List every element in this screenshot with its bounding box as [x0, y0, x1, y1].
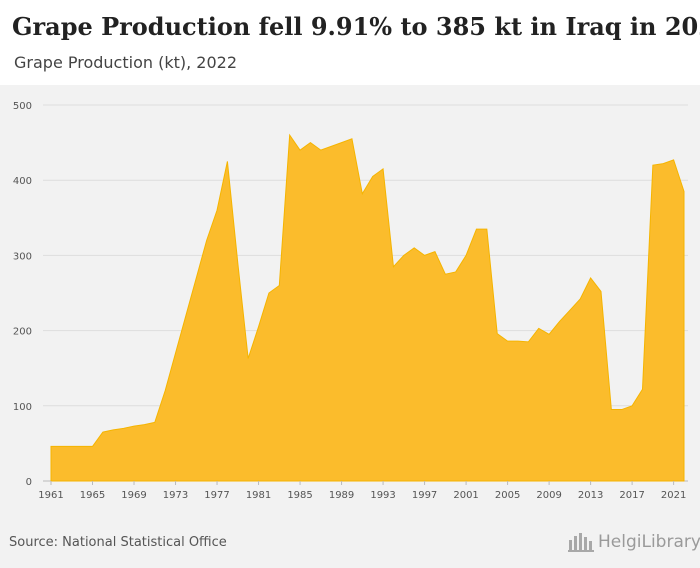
data-point-1991 [360, 192, 364, 196]
data-point-2011 [568, 308, 572, 312]
x-tick-label: 1977 [204, 490, 229, 501]
data-point-1981 [257, 325, 261, 329]
x-tick-label: 1989 [329, 490, 354, 501]
data-point-1970 [142, 423, 146, 427]
data-point-2012 [578, 297, 582, 301]
data-point-1995 [402, 253, 406, 257]
data-point-1999 [443, 272, 447, 276]
data-point-1979 [236, 261, 240, 265]
x-tick-label: 2021 [661, 490, 686, 501]
data-point-1966 [101, 430, 105, 434]
x-tick-label: 2009 [536, 490, 561, 501]
x-tick-label: 1961 [38, 490, 63, 501]
y-axis-labels: 0 100 200 300 400 500 [13, 101, 32, 488]
y-tick-label: 100 [13, 402, 32, 413]
source-note: Source: National Statistical Office [9, 535, 227, 550]
x-tick-label: 2005 [495, 490, 520, 501]
data-point-1975 [194, 276, 198, 280]
logo-text: HelgiLibrary [598, 532, 700, 552]
helgi-library-logo: HelgiLibrary [568, 532, 700, 552]
data-point-1963 [70, 444, 74, 448]
data-point-1964 [80, 444, 84, 448]
x-tick-label: 2013 [578, 490, 603, 501]
header: Grape Production fell 9.91% to 385 kt in… [0, 0, 700, 85]
x-tick-label: 1997 [412, 490, 437, 501]
y-tick-label: 300 [13, 251, 32, 262]
data-point-1976 [205, 238, 209, 242]
data-point-2019 [651, 163, 655, 167]
data-point-2001 [464, 253, 468, 257]
chart: 0 100 200 300 400 500 1961 1965 1969 1973 1977 198… [13, 101, 688, 501]
x-axis-labels: 1961 1965 1969 1973 1977 1981 1985 1989 1993 1997… [38, 481, 686, 501]
data-point-1978 [225, 159, 229, 163]
y-tick-label: 500 [13, 101, 32, 112]
data-point-2004 [495, 332, 499, 336]
data-point-1972 [163, 389, 167, 393]
data-point-2016 [620, 408, 624, 412]
data-point-2008 [537, 326, 541, 330]
data-point-2021 [672, 158, 676, 162]
x-tick-label: 1969 [121, 490, 146, 501]
data-point-1985 [298, 148, 302, 152]
data-point-2017 [630, 404, 634, 408]
data-point-1965 [91, 444, 95, 448]
x-tick-label: 2001 [453, 490, 478, 501]
data-point-2006 [516, 339, 520, 343]
area-series [49, 133, 686, 482]
data-point-1967 [111, 428, 115, 432]
data-point-2002 [474, 227, 478, 231]
data-point-1988 [329, 144, 333, 148]
data-point-2015 [609, 408, 613, 412]
x-tick-label: 1965 [80, 490, 105, 501]
data-point-2013 [589, 276, 593, 280]
data-point-1974 [184, 314, 188, 318]
data-point-1987 [319, 148, 323, 152]
data-point-1997 [423, 253, 427, 257]
data-point-1961 [49, 444, 53, 448]
page-title: Grape Production fell 9.91% to 385 kt in… [12, 12, 700, 41]
y-tick-label: 200 [13, 327, 32, 338]
data-point-1993 [381, 167, 385, 171]
building-icon [568, 533, 594, 552]
data-point-2018 [640, 387, 644, 391]
chart-subtitle: Grape Production (kt), 2022 [14, 53, 237, 72]
data-point-2022 [682, 189, 686, 193]
data-point-1996 [412, 246, 416, 250]
data-point-1977 [215, 208, 219, 212]
data-point-2020 [661, 162, 665, 166]
data-point-2009 [547, 332, 551, 336]
data-point-1984 [288, 133, 292, 137]
data-point-1986 [308, 141, 312, 145]
data-point-1962 [59, 444, 63, 448]
data-point-1992 [371, 174, 375, 178]
x-tick-label: 1985 [287, 490, 312, 501]
data-point-1973 [174, 351, 178, 355]
x-tick-label: 1981 [246, 490, 271, 501]
data-point-1982 [267, 291, 271, 295]
data-point-1998 [433, 250, 437, 254]
data-point-2014 [599, 289, 603, 293]
data-point-1980 [246, 356, 250, 360]
x-tick-label: 1993 [370, 490, 395, 501]
data-point-1990 [350, 137, 354, 141]
data-point-1994 [391, 265, 395, 269]
y-tick-label: 400 [13, 176, 32, 187]
data-point-2005 [506, 339, 510, 343]
x-tick-label: 2017 [619, 490, 644, 501]
data-point-2003 [485, 227, 489, 231]
data-point-2010 [557, 320, 561, 324]
data-point-2007 [526, 340, 530, 344]
data-point-1971 [153, 420, 157, 424]
data-point-2000 [454, 270, 458, 274]
data-point-1983 [277, 283, 281, 287]
x-tick-label: 1973 [163, 490, 188, 501]
data-point-1969 [132, 424, 136, 428]
data-point-1989 [340, 141, 344, 145]
y-tick-label: 0 [26, 477, 32, 488]
grape-production-area [50, 133, 685, 482]
data-point-1968 [122, 426, 126, 430]
